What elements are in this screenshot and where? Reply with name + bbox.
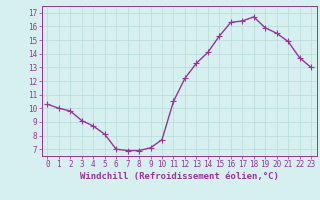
X-axis label: Windchill (Refroidissement éolien,°C): Windchill (Refroidissement éolien,°C) [80,172,279,181]
